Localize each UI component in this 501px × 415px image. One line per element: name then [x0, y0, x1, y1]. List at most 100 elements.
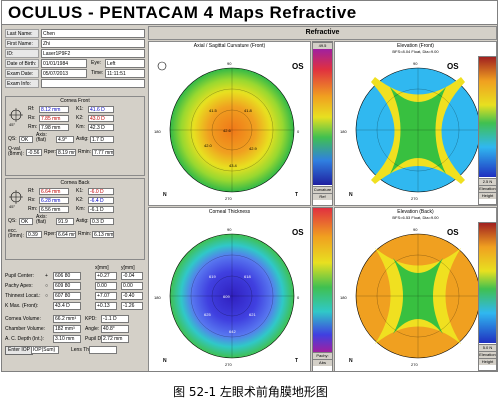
- first-name-field[interactable]: Zhi: [41, 39, 145, 48]
- back-axis-label: Axis: (flat): [36, 214, 47, 225]
- front-qs-value: OK: [19, 136, 33, 143]
- back-rper-value: 6.64 mm: [56, 231, 76, 238]
- angle-value: 40.8°: [101, 325, 129, 333]
- svg-text:180: 180: [340, 129, 347, 134]
- kmax-y: -1.26: [121, 302, 143, 310]
- front-rmin-value: 7.77 mm: [92, 149, 114, 156]
- front-km-value: 42.3 D: [88, 124, 114, 131]
- curvature-scale-graphic: [313, 49, 332, 185]
- eye-diagram-icon: 45°: [9, 108, 23, 127]
- elev-back-bar-top: 5.0 N: [479, 344, 496, 351]
- front-km-label: Km:: [76, 124, 85, 130]
- back-rm-label: Rm:: [28, 206, 38, 212]
- front-rs-value: 7.85 mm: [39, 115, 69, 122]
- thinnest-locat-label: Thinnest Locat.:: [5, 293, 41, 299]
- elev-front-n-label: N: [349, 192, 353, 198]
- info-row-last-name: Last Name: Chen: [5, 29, 145, 38]
- time-label: Time:: [91, 70, 104, 76]
- cornea-volume-value: 66.2 mm³: [53, 315, 81, 323]
- pachy-apex-label: Pachy Apex:: [5, 283, 33, 289]
- svg-text:619: 619: [209, 274, 216, 279]
- cornea-front-title: Cornea Front: [60, 98, 90, 104]
- curvature-color-bar: 49.5 Curvature Ref: [312, 41, 333, 206]
- id-field[interactable]: Laser1P9F2: [41, 49, 145, 58]
- thickness-map-graphic: 609 619 618 625 621 642 90 180 0 270: [154, 227, 300, 367]
- back-ecc-label: ecc. (9mm):: [8, 228, 24, 239]
- axial-curvature-map[interactable]: 42.6 41.5 41.8 42.0 42.9 43.4 90 180 0 270 Axia…: [148, 41, 311, 206]
- pachy-bar-unit: Abs: [313, 359, 332, 366]
- enter-iop-button[interactable]: Enter IOP: [5, 346, 33, 355]
- back-rper-label: Rper:: [44, 231, 57, 237]
- thickness-eye-label: OS: [292, 228, 304, 237]
- svg-text:90: 90: [413, 227, 418, 232]
- dob-label: Date of Birth:: [5, 59, 39, 68]
- table-row: Pupil Center: + 606 80 +0.27 -0.04: [5, 272, 145, 281]
- svg-text:621: 621: [249, 312, 256, 317]
- back-qs-value: OK: [19, 218, 33, 225]
- info-row-first-name: First Name: Zhi: [5, 39, 145, 48]
- acd-value: 3.10 mm: [53, 335, 81, 343]
- svg-text:180: 180: [340, 295, 347, 300]
- acd-label: A. C. Depth (Int.):: [5, 336, 44, 342]
- axial-map-graphic: 42.6 41.5 41.8 42.0 42.9 43.4 90 180 0 270: [154, 61, 300, 201]
- eye-diagram-back-icon: 45°: [9, 190, 23, 209]
- pupil-dia-value: 2.72 mm: [101, 335, 129, 343]
- svg-text:90: 90: [413, 61, 418, 66]
- thickness-t-label: T: [295, 358, 299, 364]
- dob-field[interactable]: 01/01/1984: [41, 59, 87, 68]
- svg-text:90: 90: [227, 61, 232, 66]
- svg-text:42.0: 42.0: [204, 143, 213, 148]
- elevation-back-title: Elevation (Back): [397, 209, 434, 215]
- exam-date-label: Exam Date:: [5, 69, 39, 78]
- front-rmin-label: Rmin:: [78, 149, 92, 155]
- lens-th-value: [89, 346, 117, 354]
- pupil-center-y: -0.04: [121, 272, 143, 280]
- cornea-front-section: Cornea Front 45° Rf: 8.12 mm K1: 41.6 D …: [5, 96, 145, 176]
- axial-eye-label: OS: [292, 62, 304, 71]
- corneal-thickness-map[interactable]: 609 619 618 625 621 642 90 180 0 270 Corneal Th…: [148, 207, 311, 371]
- back-rf-label: Rf:: [28, 188, 35, 194]
- table-row: K Max. (Front): 43.4 D +0.13 -1.26: [5, 302, 145, 311]
- front-k1-value: 41.6 D: [88, 106, 114, 113]
- elevation-front-color-bar: 2.5 N Elevation Height: [478, 56, 497, 205]
- info-row-id: ID: Laser1P9F2: [5, 49, 145, 58]
- front-k2-value: 43.0 D: [88, 115, 114, 122]
- elev-front-bar-top: 2.5 N: [479, 178, 496, 185]
- figure-caption: 图 52-1 左眼术前角膜地形图: [173, 385, 328, 399]
- last-name-field[interactable]: Chen: [41, 29, 145, 38]
- kmax-label: K Max. (Front):: [5, 303, 39, 309]
- exam-info-field[interactable]: [41, 79, 145, 88]
- last-name-label: Last Name:: [5, 29, 39, 38]
- thinnest-locat-value: 607 80: [53, 292, 81, 300]
- left-panel: Last Name: Chen First Name: Zhi ID: Lase…: [3, 26, 147, 371]
- front-rf-label: Rf:: [28, 106, 35, 112]
- back-k2-label: K2:: [76, 197, 84, 203]
- svg-text:618: 618: [244, 274, 251, 279]
- svg-text:43.4: 43.4: [229, 163, 238, 168]
- front-qs-label: QS:: [8, 136, 17, 142]
- eye-field[interactable]: Left: [105, 59, 145, 68]
- pupil-dia-label: Pupil Dia:: [85, 336, 107, 342]
- zoom-icon[interactable]: [157, 61, 167, 71]
- thickness-n-label: N: [163, 358, 167, 364]
- table-row: Chamber Volume: 182 mm³ Angle: 40.8°: [5, 325, 145, 334]
- back-rmin-label: Rmin:: [78, 231, 92, 237]
- elevation-back-eye-label: OS: [447, 228, 459, 237]
- iop-sum-field[interactable]: IOP(Sum): [31, 346, 59, 354]
- thickness-map-title: Corneal Thickness: [208, 209, 251, 215]
- time-field[interactable]: 11:11:51: [105, 69, 145, 78]
- elev-back-n-label: N: [349, 358, 353, 364]
- back-km-value: -6.1 D: [88, 206, 114, 213]
- curvature-bar-label: Curvature: [313, 186, 332, 193]
- elev-back-bar-label: Elevation: [479, 351, 496, 358]
- info-row-exam-date: Exam Date: 05/07/2013 Time: 11:11:51: [5, 69, 145, 78]
- pachy-bar-label: Pachy:: [313, 352, 332, 359]
- pachy-apex-x: 0.00: [95, 282, 117, 290]
- elev-back-bar-unit: Height: [479, 358, 496, 365]
- front-q-value: -0.56: [26, 149, 42, 156]
- exam-date-field[interactable]: 05/07/2013: [41, 69, 87, 78]
- svg-text:270: 270: [411, 362, 418, 367]
